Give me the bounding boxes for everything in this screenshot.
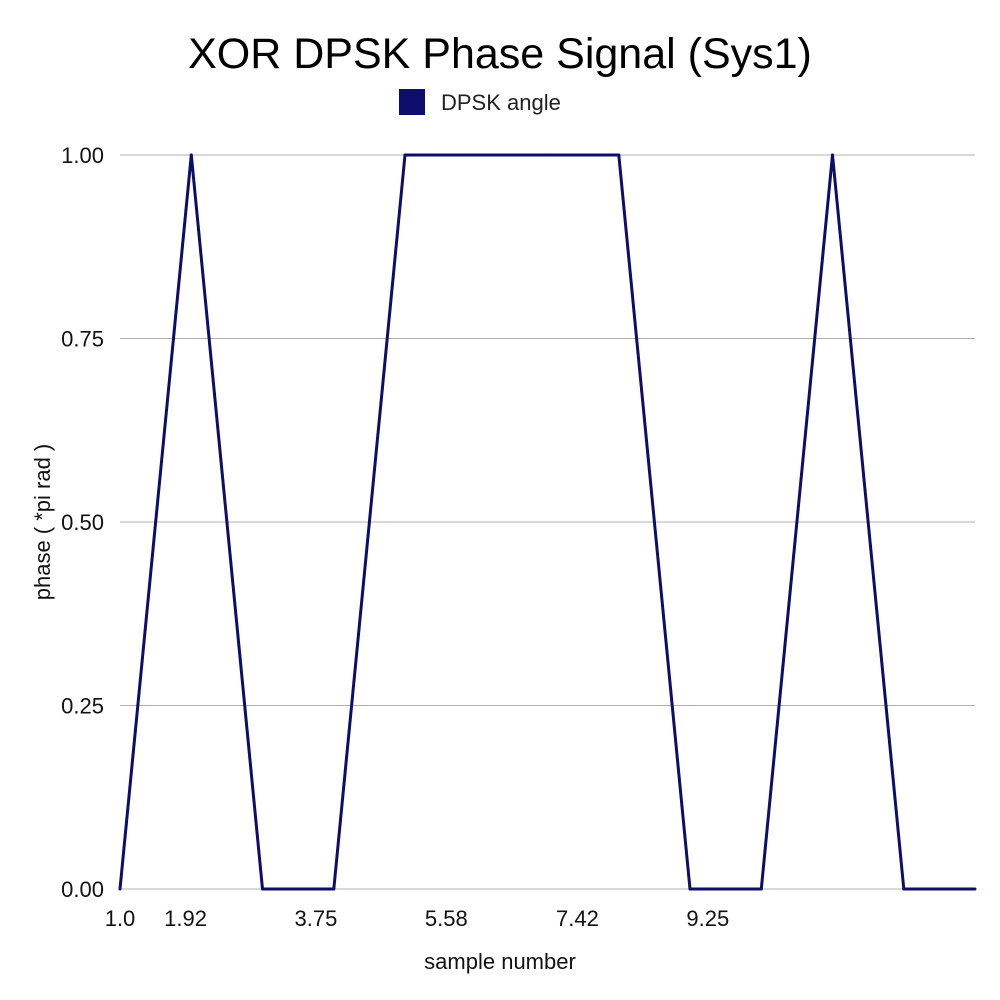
x-axis-ticks: 1.0 1.92 3.75 5.58 7.42 9.25	[105, 906, 730, 931]
y-tick-label: 0.75	[61, 327, 104, 352]
data-point	[546, 153, 549, 157]
data-point	[617, 153, 621, 157]
x-tick-label: 7.42	[556, 906, 599, 931]
legend-swatch	[399, 89, 425, 115]
data-point	[474, 153, 478, 157]
x-tick-label: 3.75	[295, 906, 338, 931]
data-point	[688, 887, 692, 891]
data-point	[189, 153, 193, 157]
y-tick-label: 1.00	[61, 143, 104, 168]
x-tick-label: 1.0	[105, 906, 136, 931]
data-point	[261, 887, 264, 891]
data-point	[973, 887, 977, 891]
y-tick-label: 0.25	[61, 694, 104, 719]
x-tick-label: 9.25	[686, 906, 729, 931]
y-tick-label: 0.00	[61, 877, 104, 902]
legend-label: DPSK angle	[441, 90, 561, 115]
chart-title: XOR DPSK Phase Signal (Sys1)	[188, 30, 812, 78]
data-point	[759, 887, 763, 891]
data-point	[118, 887, 122, 891]
y-axis-ticks: 0.00 0.25 0.50 0.75 1.00	[61, 143, 104, 902]
data-point	[332, 887, 336, 891]
x-tick-label: 1.92	[164, 906, 207, 931]
series-layer	[118, 153, 977, 891]
data-point	[403, 153, 407, 157]
y-axis-title: phase ( *pi rad )	[30, 444, 55, 601]
x-axis-title: sample number	[424, 949, 576, 974]
legend: DPSK angle	[399, 89, 561, 115]
data-point	[831, 153, 834, 157]
data-point	[902, 887, 906, 891]
gridlines	[120, 154, 975, 890]
y-tick-label: 0.50	[61, 510, 104, 535]
x-tick-label: 5.58	[425, 906, 468, 931]
